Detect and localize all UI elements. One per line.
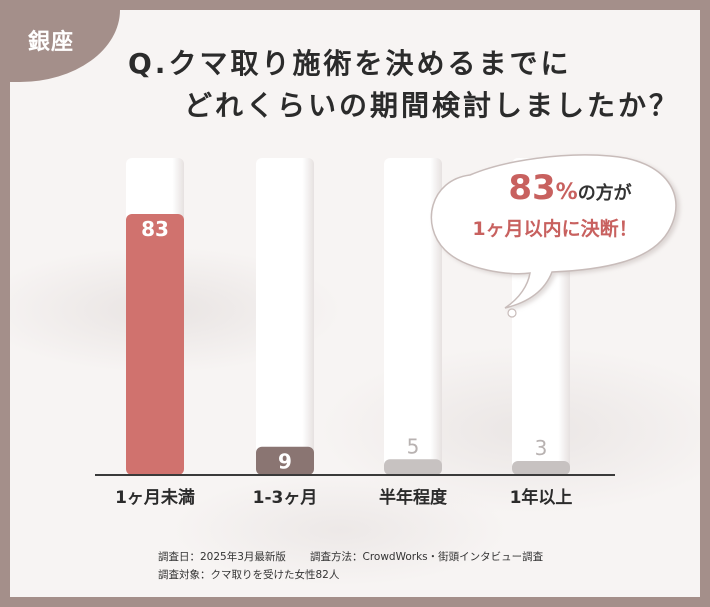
callout-percent-unit: % [555, 180, 578, 205]
bubble-tail-dot [507, 308, 517, 318]
footer-survey-method: 調査方法：CrowdWorks・街頭インタビュー調査 [310, 551, 544, 563]
footer-survey-date: 調査日：2025年3月最新版 [158, 551, 286, 563]
callout-conclusion: 1ヶ月以内に決断！ [472, 218, 638, 240]
bar [256, 446, 314, 475]
data-label: 83 [141, 217, 169, 241]
category-label: 1-3ヶ月 [253, 488, 318, 508]
bar [512, 461, 570, 475]
location-badge: 銀座 [28, 30, 75, 55]
chart-card: 銀座 Q.クマ取り施術を決めるまでに どれくらいの期間検討しましたか？ [10, 10, 700, 597]
data-label: 5 [407, 434, 420, 458]
data-label: 9 [278, 450, 292, 474]
question-title-line1: Q.クマ取り施術を決めるまでに [128, 47, 572, 80]
footer-survey-target: 調査対象：クマ取りを受けた女性82人 [158, 569, 340, 581]
bar-track [384, 158, 442, 475]
bar [126, 214, 184, 475]
category-label: 半年程度 [379, 487, 448, 508]
speech-bubble [430, 154, 677, 309]
category-label: 1ヶ月未満 [115, 487, 195, 508]
callout-suffix: の方が [577, 183, 632, 204]
data-label: 3 [535, 436, 548, 460]
callout-headline: 83%の方が [470, 168, 670, 208]
question-title-line2: どれくらいの期間検討しましたか？ [184, 89, 681, 122]
bar-track [256, 158, 314, 475]
callout-percent: 83 [508, 168, 556, 208]
bar [384, 459, 442, 475]
category-label: 1年以上 [510, 487, 573, 508]
